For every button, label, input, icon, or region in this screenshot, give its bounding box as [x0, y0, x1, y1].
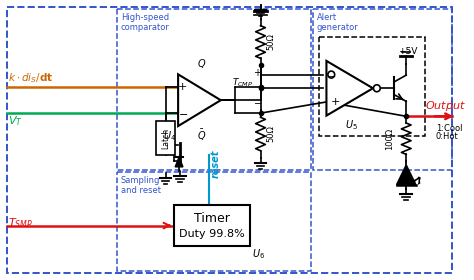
Text: Latch: Latch	[161, 127, 170, 149]
Text: Alert: Alert	[317, 13, 337, 22]
Text: $+$: $+$	[330, 96, 340, 108]
Text: +: +	[178, 82, 188, 92]
Text: $U_5$: $U_5$	[345, 119, 358, 132]
Text: comparator: comparator	[121, 23, 170, 32]
Circle shape	[328, 71, 335, 78]
Bar	[117, 172, 311, 271]
Text: Duty 99.8%: Duty 99.8%	[179, 228, 245, 239]
Text: 0:Hot: 0:Hot	[436, 132, 459, 141]
Text: 50Ω: 50Ω	[266, 126, 275, 143]
Text: $T_{CMP}$: $T_{CMP}$	[232, 76, 253, 88]
Text: reset: reset	[211, 149, 221, 178]
Text: $V_T$: $V_T$	[9, 114, 23, 128]
Text: $-$: $-$	[178, 108, 188, 118]
Polygon shape	[175, 157, 183, 167]
Text: +5V: +5V	[399, 47, 418, 56]
Bar	[313, 9, 453, 170]
Text: $-$: $-$	[253, 97, 262, 107]
Bar	[117, 9, 311, 170]
Text: $-$: $-$	[327, 69, 336, 80]
Text: $U_6$: $U_6$	[252, 248, 265, 261]
Text: $Q$: $Q$	[197, 57, 206, 70]
Bar	[156, 121, 175, 155]
Bar	[319, 36, 425, 136]
Text: $\bar{Q}$: $\bar{Q}$	[197, 128, 206, 143]
Text: $k \cdot di_S/\mathbf{dt}$: $k \cdot di_S/\mathbf{dt}$	[9, 71, 54, 85]
Circle shape	[374, 85, 380, 92]
Text: Sampling: Sampling	[121, 176, 160, 185]
Text: $T_{SMP}$: $T_{SMP}$	[9, 217, 34, 230]
Text: 100Ω: 100Ω	[385, 128, 394, 150]
Text: generator: generator	[317, 23, 358, 32]
Text: $U_4$: $U_4$	[163, 129, 176, 143]
Polygon shape	[178, 74, 221, 126]
Text: $+$: $+$	[253, 67, 262, 78]
Text: Timer: Timer	[194, 212, 230, 225]
Text: High-speed: High-speed	[121, 13, 169, 22]
Polygon shape	[327, 61, 373, 116]
Text: 1:Cool: 1:Cool	[436, 124, 463, 133]
Bar	[174, 205, 250, 246]
Text: and reset: and reset	[121, 186, 161, 195]
Text: $Output$: $Output$	[425, 99, 466, 113]
Polygon shape	[397, 165, 416, 185]
Text: 50Ω: 50Ω	[266, 34, 275, 50]
